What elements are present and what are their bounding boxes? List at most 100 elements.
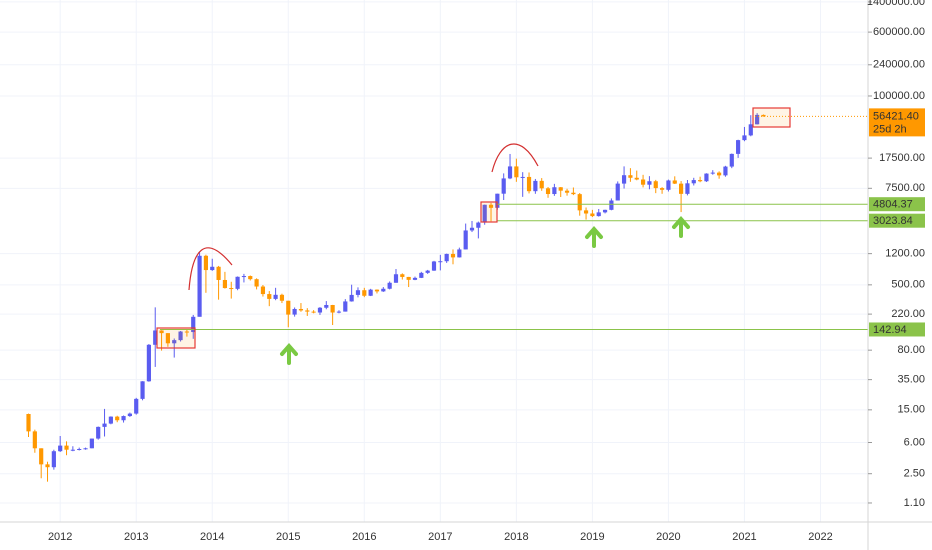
candle-body	[286, 300, 291, 315]
candle-body	[755, 114, 760, 125]
candle-body	[70, 449, 75, 451]
candle-body	[39, 448, 44, 465]
candle-body	[710, 172, 715, 174]
x-tick-label: 2016	[352, 531, 376, 543]
x-tick-label: 2013	[124, 531, 148, 543]
candle-body	[691, 180, 696, 184]
candle-body	[571, 192, 576, 195]
candle-body	[330, 305, 335, 313]
candle-body	[368, 289, 373, 296]
candle-body	[419, 272, 424, 278]
drawings	[156, 107, 791, 365]
candle-body	[647, 181, 652, 185]
candle-body	[621, 175, 627, 184]
candle-body	[609, 200, 614, 210]
x-tick-label: 2015	[276, 531, 300, 543]
arrow	[672, 215, 690, 238]
candle-body	[495, 193, 500, 208]
candle-body	[628, 175, 633, 178]
candle-body	[514, 166, 519, 178]
candle-body	[140, 381, 145, 399]
candle-body	[583, 210, 589, 214]
candle-body	[717, 172, 722, 176]
candle-body	[450, 253, 456, 258]
candle-body	[324, 305, 329, 308]
price-label: 142.94	[873, 324, 907, 336]
last-price-bg	[869, 108, 925, 137]
candle-body	[539, 180, 544, 189]
y-tick-label: 2.50	[904, 468, 925, 480]
y-tick-label: 80.00	[897, 344, 925, 356]
candle-body	[229, 288, 234, 290]
candle-body	[653, 181, 658, 189]
candle-body	[381, 288, 386, 292]
candle-body	[317, 307, 323, 313]
candle-body	[736, 140, 741, 154]
arc	[188, 247, 233, 291]
candle-body	[501, 178, 506, 194]
y-tick-label: 7500.00	[885, 182, 925, 194]
candle-body	[235, 276, 240, 289]
candle-body	[723, 166, 728, 176]
x-tick-label: 2020	[656, 531, 680, 543]
candle-body	[482, 204, 487, 223]
candle-body	[425, 270, 430, 273]
candle-body	[273, 294, 278, 299]
price-label: 4804.37	[873, 199, 913, 211]
y-tick-label: 220.00	[891, 308, 925, 320]
y-tick-label: 35.00	[897, 374, 925, 386]
candle-body	[596, 212, 601, 217]
candle-body	[349, 294, 354, 302]
candle-body	[311, 311, 316, 313]
candle-body	[602, 209, 608, 213]
y-tick-label: 6.00	[904, 436, 925, 448]
candle-body	[89, 438, 94, 449]
candle-body	[172, 340, 177, 344]
candle-body	[153, 330, 158, 345]
candle-body	[507, 166, 513, 179]
candle-body	[463, 230, 468, 250]
candle-body	[260, 286, 266, 295]
price-label-bg	[869, 213, 925, 228]
candle-body	[444, 253, 449, 262]
candle-body	[292, 308, 297, 315]
x-tick-label: 2019	[580, 531, 604, 543]
candle-body	[412, 277, 418, 280]
candle-body	[685, 183, 690, 194]
candle-body	[203, 255, 209, 271]
x-tick-label: 2021	[732, 531, 756, 543]
candle-body	[127, 413, 132, 417]
candle-body	[216, 266, 221, 280]
candle-body	[526, 176, 532, 192]
y-tick-label: 500.00	[891, 279, 925, 291]
candle-body	[254, 279, 259, 287]
candle-body	[178, 331, 183, 341]
candle-body	[83, 448, 88, 450]
candle-body	[387, 282, 392, 289]
candle-body	[248, 276, 253, 280]
price-label-bg	[869, 322, 925, 337]
candle-body	[666, 180, 671, 190]
candle-body	[279, 294, 285, 301]
x-tick-label: 2012	[48, 531, 72, 543]
candle-body	[355, 290, 361, 295]
candle-body	[51, 451, 56, 468]
candle-body	[146, 344, 151, 382]
candle-body	[374, 289, 380, 292]
last-price-label: 56421.40	[873, 110, 919, 122]
candle-body	[210, 266, 215, 271]
candle-body	[640, 179, 646, 185]
candle-body	[615, 183, 620, 201]
price-label: 3023.84	[873, 215, 913, 227]
candle-body	[159, 330, 164, 334]
candle-body	[336, 311, 342, 313]
candle-body	[742, 135, 747, 141]
y-tick-label: 17500.00	[879, 152, 925, 164]
candle-body	[305, 310, 310, 312]
candle-body	[533, 180, 538, 192]
box	[752, 107, 791, 128]
candle-body	[761, 114, 766, 117]
